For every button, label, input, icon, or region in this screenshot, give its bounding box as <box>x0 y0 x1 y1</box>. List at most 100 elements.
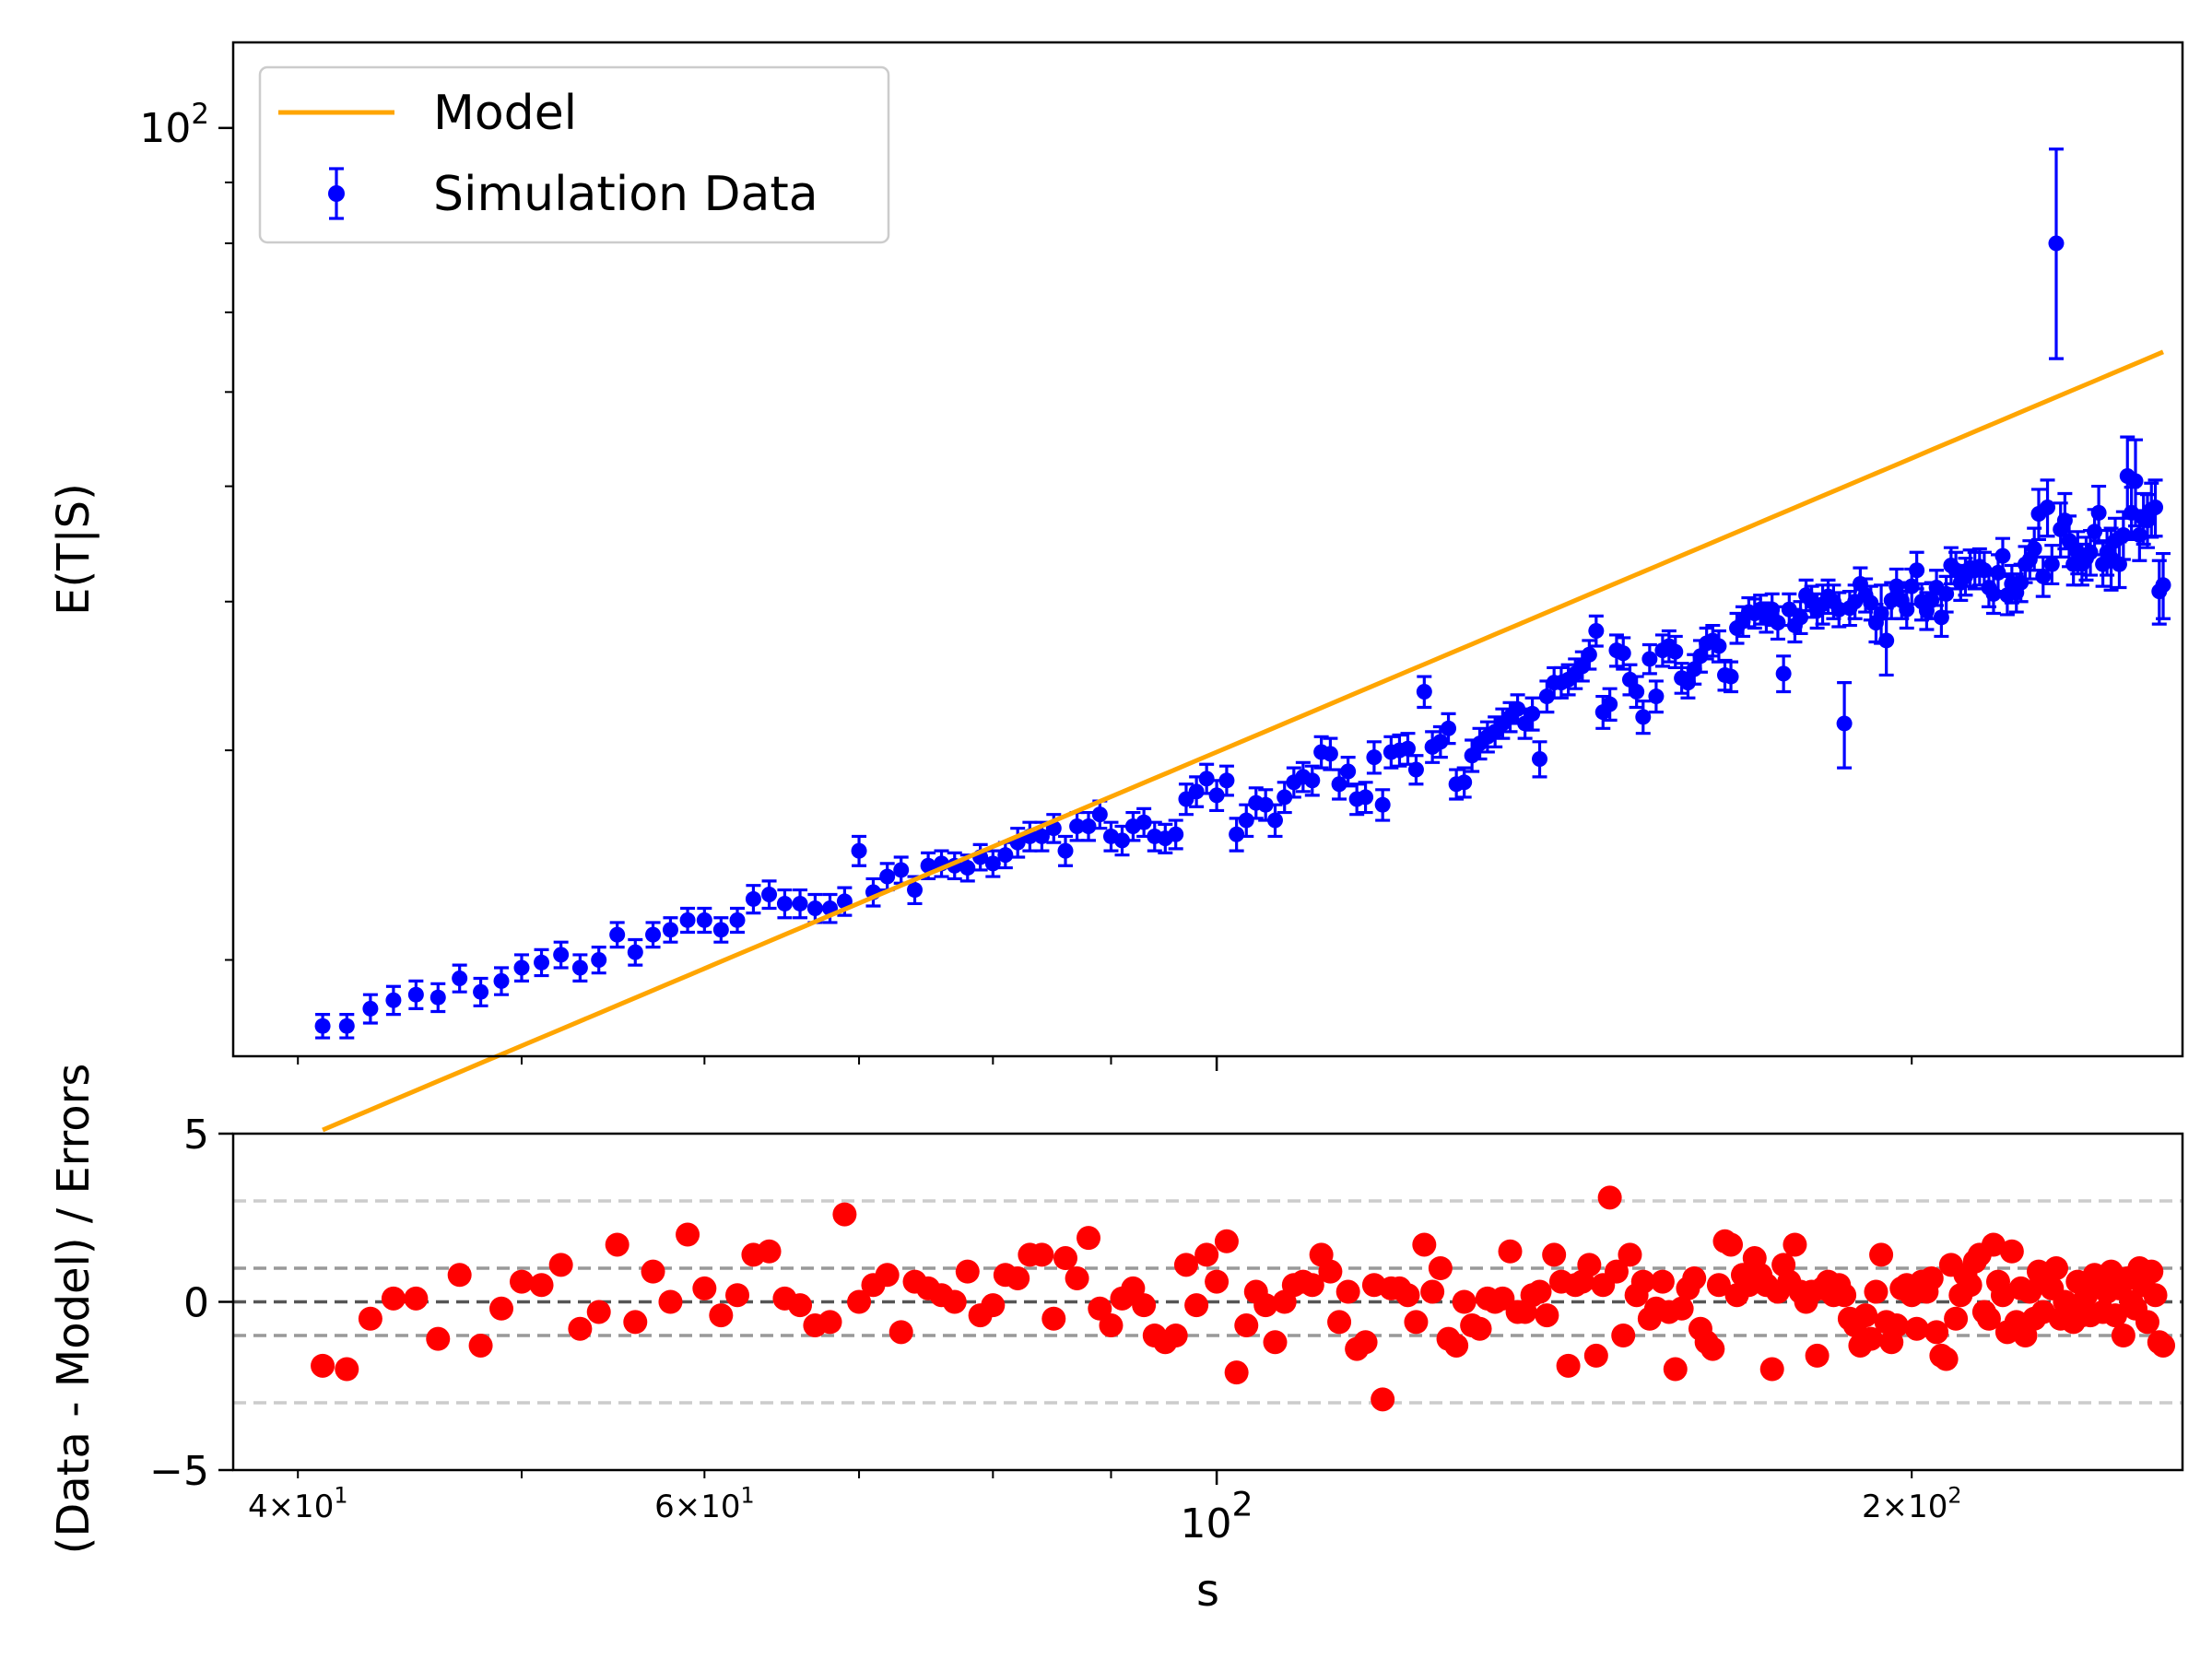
data-marker <box>1836 715 1853 732</box>
data-marker <box>627 944 643 960</box>
residual-marker <box>1412 1232 1437 1257</box>
data-marker <box>1374 796 1391 813</box>
residual-marker <box>1924 1320 1949 1345</box>
legend-data-label: Simulation Data <box>433 167 818 222</box>
data-point <box>1340 756 1357 788</box>
residual-marker <box>1719 1232 1744 1257</box>
data-marker <box>959 860 976 877</box>
data-point <box>851 834 867 867</box>
data-marker <box>907 882 924 899</box>
data-point <box>1238 803 1254 839</box>
residual-marker <box>605 1232 629 1257</box>
residual-marker <box>1099 1313 1124 1338</box>
residual-marker <box>1335 1279 1360 1304</box>
data-marker <box>645 926 662 943</box>
data-marker <box>1135 814 1152 830</box>
residual-marker <box>832 1202 857 1227</box>
residual-marker <box>1527 1279 1552 1304</box>
data-marker <box>1615 645 1631 662</box>
residual-marker <box>509 1269 534 1294</box>
data-marker <box>1091 806 1108 823</box>
data-point <box>385 984 402 1017</box>
residual-marker <box>1944 1306 1969 1331</box>
main-y-tick-exp: 2 <box>191 98 209 131</box>
data-marker <box>1322 746 1338 762</box>
residual-y-axis-label-base: (Data - Model) / Errors <box>48 1064 100 1555</box>
data-marker <box>712 922 729 938</box>
data-point <box>2155 551 2171 620</box>
residual-marker <box>1452 1289 1477 1314</box>
residual-y-tick-label-base: 5 <box>183 1112 209 1159</box>
residual-marker <box>1263 1330 1288 1355</box>
data-point <box>662 916 678 944</box>
residual-marker <box>404 1286 429 1311</box>
data-marker <box>407 986 424 1003</box>
data-point <box>1524 696 1541 732</box>
residual-marker <box>1958 1273 1983 1298</box>
residual-marker <box>1999 1239 2024 1264</box>
residual-marker <box>757 1239 782 1264</box>
data-point <box>1441 712 1457 746</box>
data-point <box>879 862 896 892</box>
data-point <box>1775 654 1792 694</box>
data-marker <box>1775 665 1792 682</box>
residual-marker <box>426 1326 451 1351</box>
data-point <box>1198 762 1215 795</box>
residual-marker <box>1604 1259 1629 1284</box>
data-point <box>984 849 1001 878</box>
residual-marker <box>1444 1333 1469 1358</box>
data-marker <box>1456 774 1473 791</box>
residual-marker <box>1077 1226 1101 1251</box>
residual-marker <box>1428 1256 1453 1280</box>
data-point <box>1648 679 1665 714</box>
data-point <box>1407 754 1424 786</box>
residual-y-tick-label-base: −5 <box>149 1448 209 1495</box>
residual-marker <box>548 1253 573 1277</box>
data-marker <box>1218 772 1235 789</box>
residual-marker <box>1805 1343 1830 1368</box>
data-marker <box>806 900 823 916</box>
data-point <box>407 979 424 1010</box>
residual-marker <box>1395 1283 1420 1308</box>
data-point <box>1135 806 1152 839</box>
data-marker <box>920 857 936 874</box>
data-marker <box>792 895 808 912</box>
data-point <box>712 916 729 944</box>
x-tick-label: 2×102 <box>1862 1483 1962 1525</box>
x-tick-exp: 2 <box>1232 1485 1253 1524</box>
data-marker <box>591 951 607 968</box>
residual-marker <box>847 1289 872 1314</box>
residual-marker <box>1663 1357 1688 1382</box>
data-marker <box>1358 789 1374 806</box>
data-point <box>1266 803 1283 839</box>
residual-marker <box>2111 1324 2136 1347</box>
data-marker <box>1723 668 1739 685</box>
data-marker <box>1994 547 2011 564</box>
data-point <box>696 906 712 935</box>
legend-data-marker <box>328 185 345 202</box>
residual-marker <box>447 1263 472 1288</box>
residual-y-axis-label: (Data - Model) / Errors <box>48 1064 100 1555</box>
data-marker <box>1878 632 1895 649</box>
residual-marker <box>1535 1303 1559 1328</box>
data-point <box>1057 834 1074 867</box>
residual-marker <box>1253 1293 1278 1318</box>
data-marker <box>879 868 896 885</box>
residual-marker <box>1173 1253 1198 1277</box>
data-marker <box>2035 568 2052 584</box>
residual-marker <box>788 1293 813 1318</box>
data-point <box>1588 614 1605 648</box>
data-marker <box>696 912 712 928</box>
data-marker <box>609 926 626 943</box>
data-marker <box>662 922 678 938</box>
data-marker <box>2147 499 2164 515</box>
data-marker <box>1188 783 1205 800</box>
residual-marker <box>2018 1279 2042 1304</box>
data-marker <box>2048 235 2065 252</box>
residual-marker <box>1669 1296 1694 1321</box>
simulation-data-series <box>314 147 2171 1040</box>
data-point <box>1836 680 1853 770</box>
residual-marker <box>2135 1310 2159 1335</box>
data-point <box>1994 536 2011 576</box>
data-point <box>1218 764 1235 797</box>
